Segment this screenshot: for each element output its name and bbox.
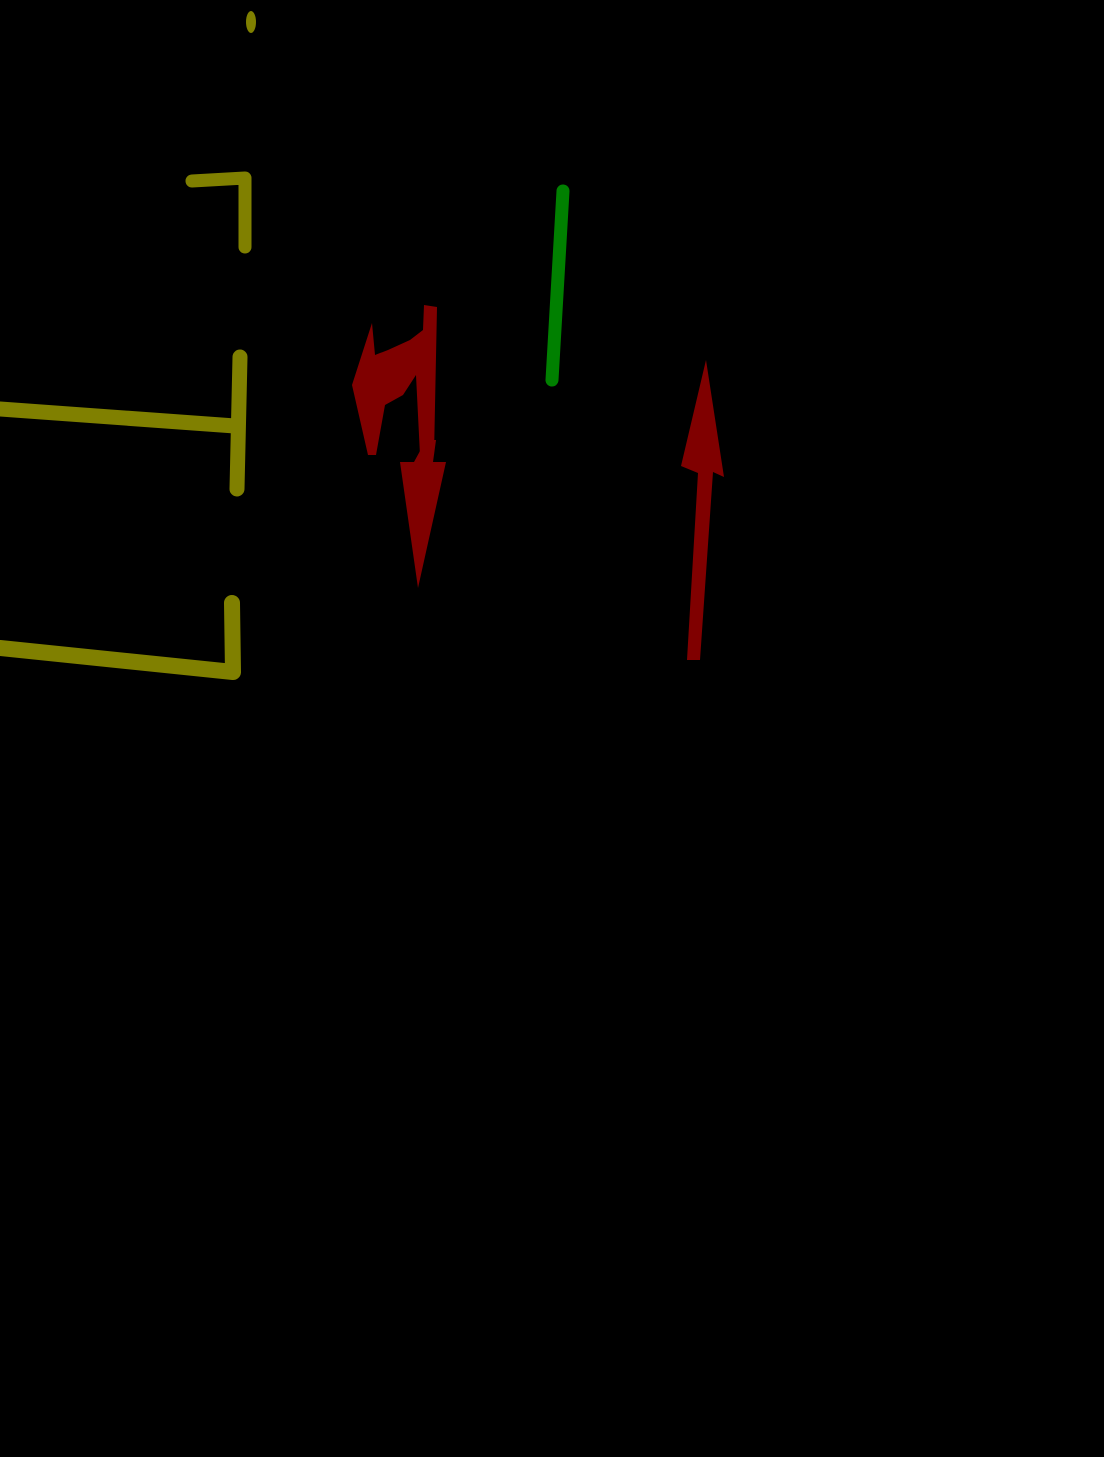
lane-boundary-middle bbox=[0, 349, 248, 497]
lane-boundary-upper bbox=[185, 171, 252, 254]
lane-boundary-top-dot bbox=[246, 11, 256, 33]
left-turn-arrow-icon bbox=[352, 305, 437, 455]
straight-up-arrow-icon bbox=[681, 360, 724, 660]
green-divider-line bbox=[545, 184, 570, 387]
straight-down-arrow-icon bbox=[400, 440, 446, 588]
lane-boundary-lower bbox=[0, 595, 241, 680]
